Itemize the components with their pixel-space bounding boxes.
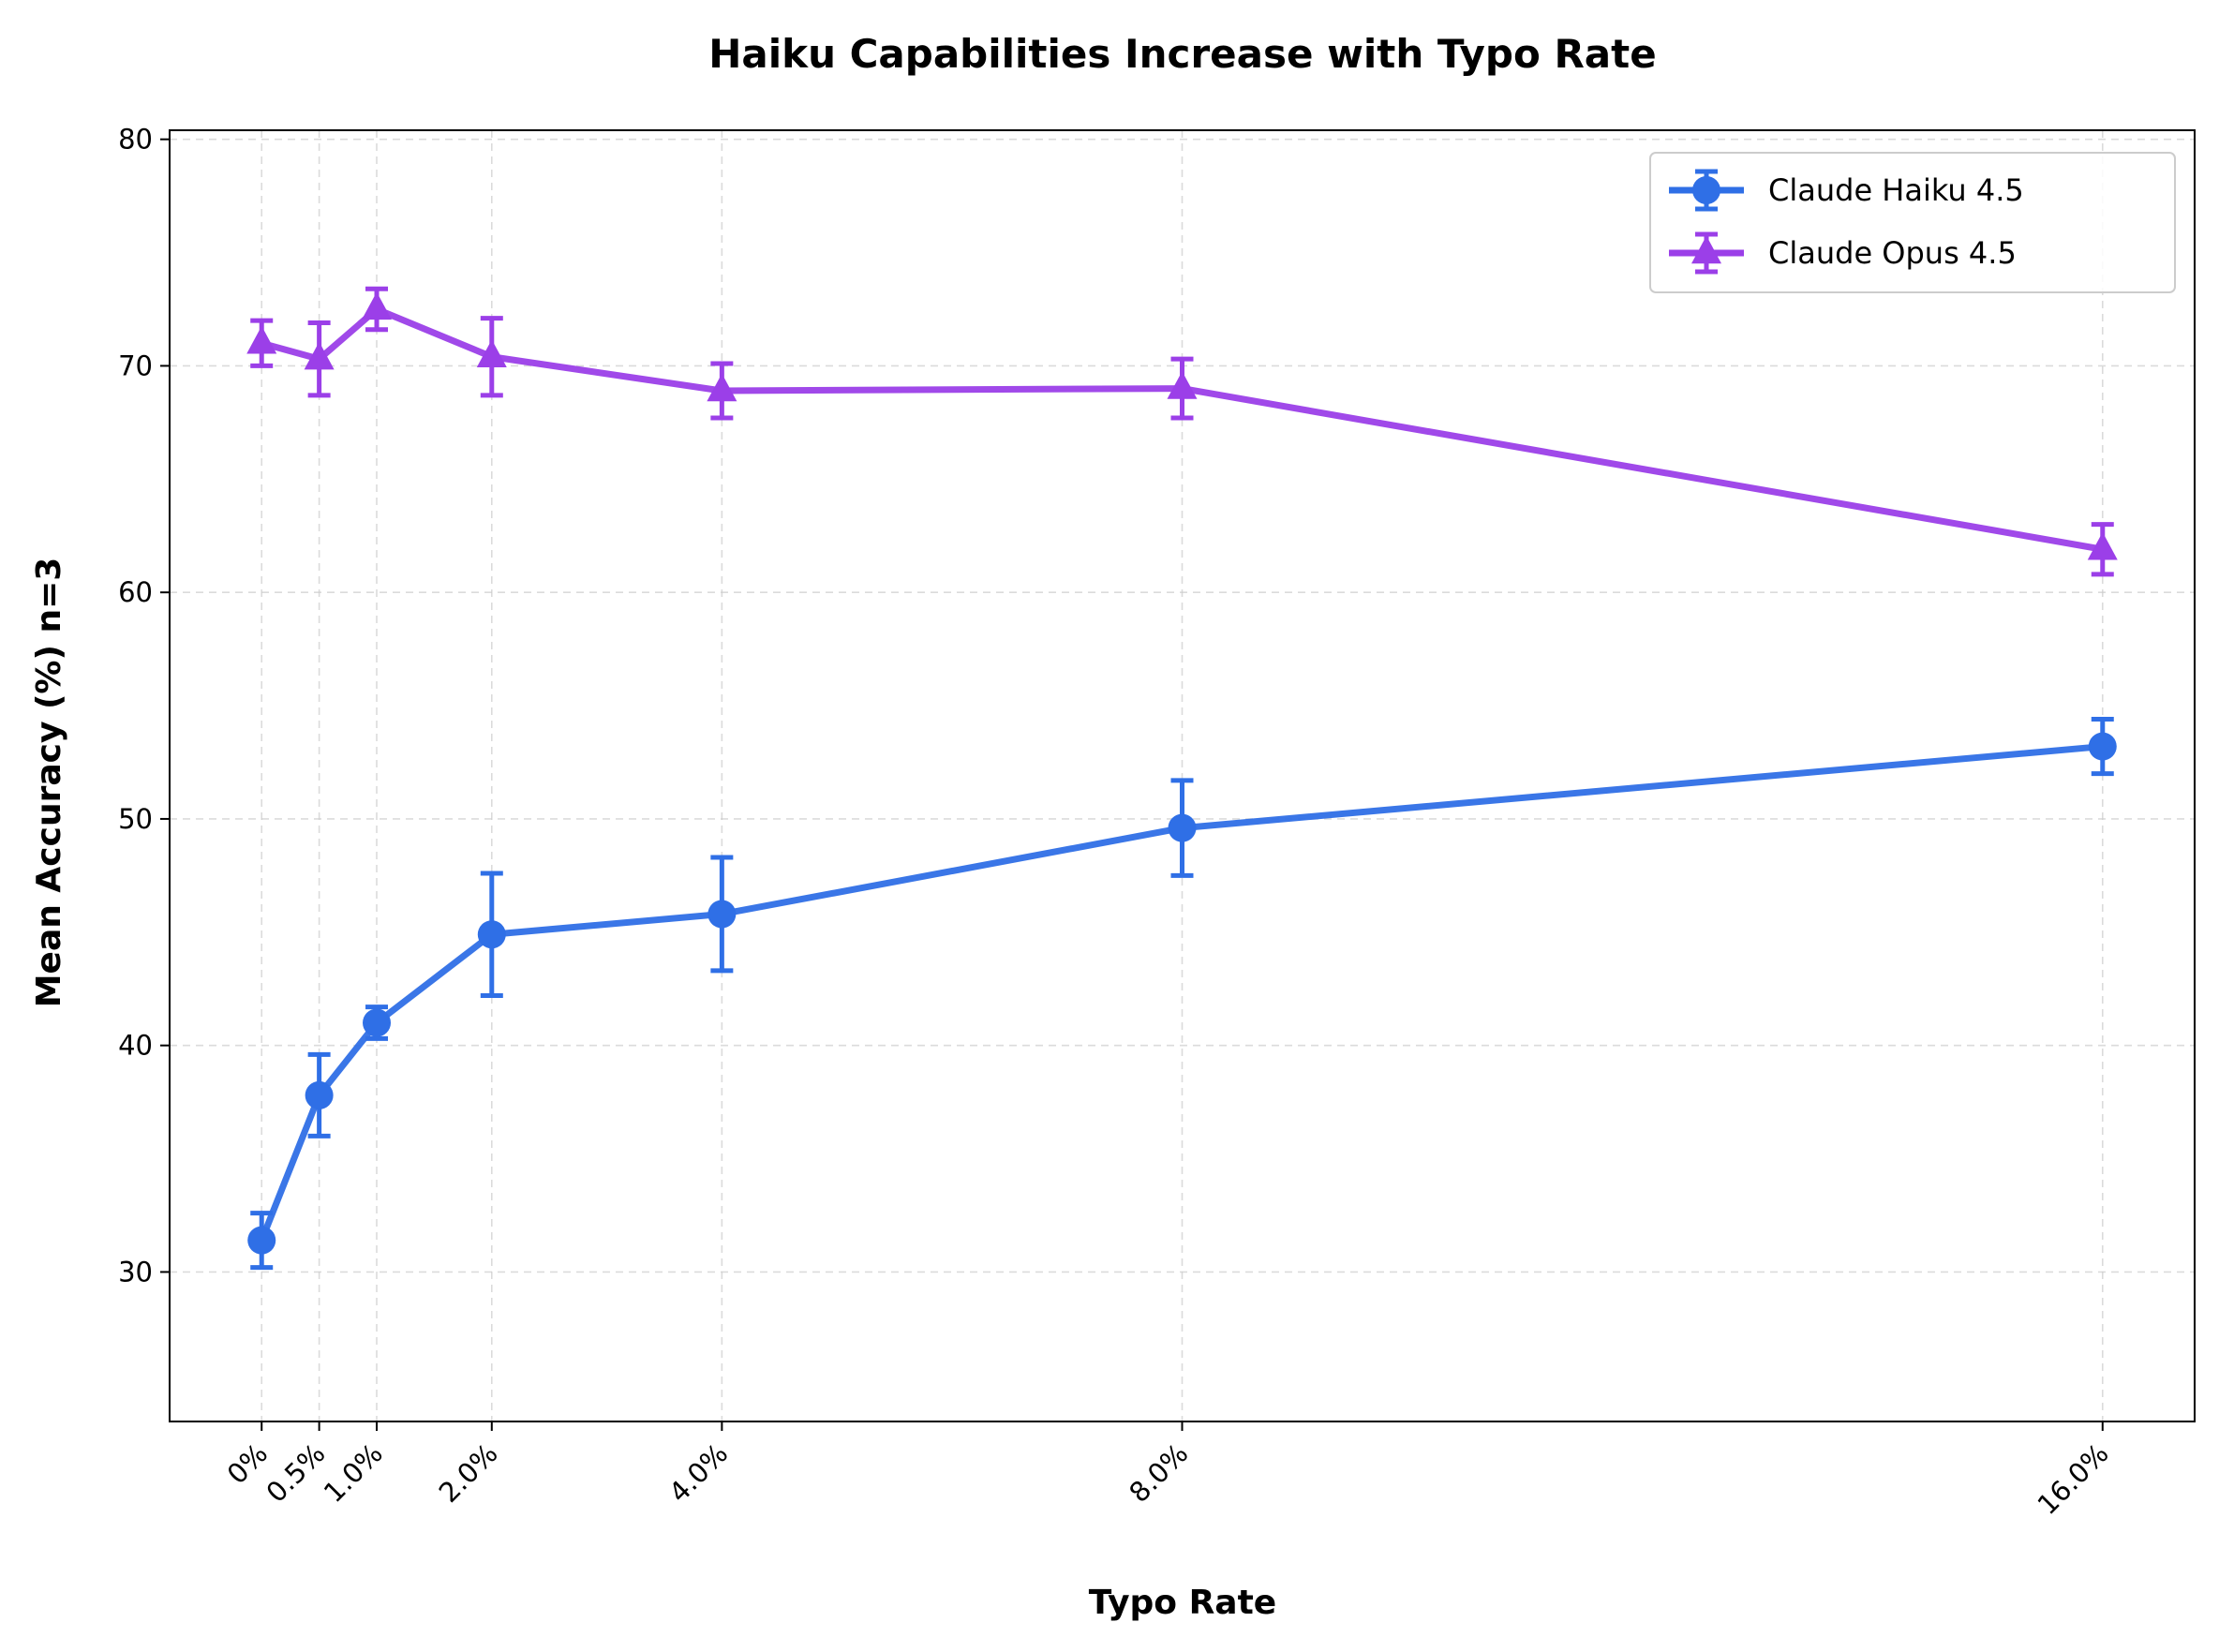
y-tick-label: 40 bbox=[118, 1030, 153, 1062]
data-point bbox=[2087, 531, 2118, 560]
y-tick-label: 50 bbox=[118, 803, 153, 835]
data-point bbox=[477, 920, 506, 949]
data-point bbox=[305, 1080, 334, 1109]
data-point bbox=[1168, 813, 1197, 842]
data-point bbox=[246, 325, 277, 354]
legend-label: Claude Haiku 4.5 bbox=[1768, 172, 2024, 208]
x-axis-label: Typo Rate bbox=[1089, 1584, 1276, 1622]
legend-marker bbox=[1692, 176, 1720, 204]
data-point bbox=[304, 341, 335, 370]
data-point bbox=[362, 291, 393, 320]
y-tick-label: 30 bbox=[118, 1256, 153, 1287]
legend-box bbox=[1649, 152, 2176, 293]
y-axis-label: Mean Accuracy (%) n=3 bbox=[30, 558, 68, 1008]
legend: Claude Haiku 4.5 Claude Opus 4.5 bbox=[1649, 152, 2176, 293]
legend-marker bbox=[1691, 235, 1721, 264]
data-point bbox=[707, 900, 737, 929]
data-point bbox=[363, 1008, 392, 1037]
data-point bbox=[1167, 371, 1198, 399]
data-point bbox=[707, 373, 737, 402]
data-point bbox=[476, 339, 507, 367]
chart-title: Haiku Capabilities Increase with Typo Ra… bbox=[708, 31, 1656, 77]
y-tick-label: 80 bbox=[118, 124, 153, 156]
series bbox=[246, 291, 2118, 1255]
data-point bbox=[2088, 732, 2117, 761]
data-point bbox=[247, 1226, 276, 1255]
y-tick-label: 70 bbox=[118, 350, 153, 381]
y-tick-label: 60 bbox=[118, 576, 153, 608]
legend-label: Claude Opus 4.5 bbox=[1768, 235, 2017, 271]
